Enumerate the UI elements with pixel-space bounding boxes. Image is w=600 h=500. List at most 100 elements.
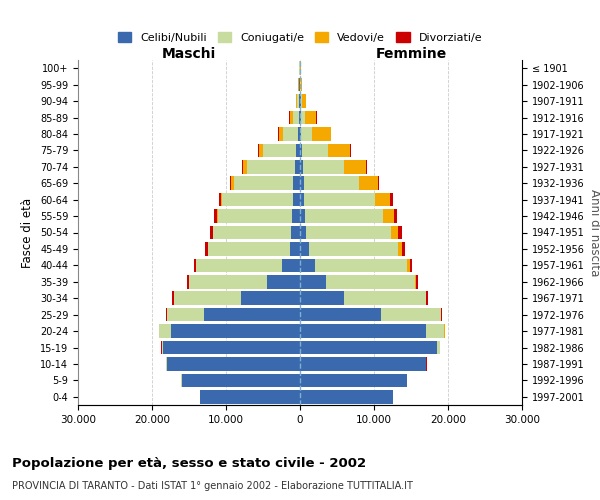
Bar (300, 390, 392, 404)
Legend: Celibi/Nubili, Coniugati/e, Vedovi/e, Divorziati/e: Celibi/Nubili, Coniugati/e, Vedovi/e, Di… (113, 28, 487, 48)
Bar (300, 144, 302, 157)
Bar (214, 210, 217, 223)
Bar (305, 111, 316, 124)
Bar (302, 94, 306, 108)
Bar (266, 275, 300, 288)
Bar (315, 258, 407, 272)
Bar (204, 308, 300, 322)
Bar (300, 111, 301, 124)
Bar (167, 308, 204, 322)
Bar (301, 78, 302, 92)
Bar (300, 324, 426, 338)
Bar (296, 144, 300, 157)
Bar (172, 292, 174, 305)
Bar (359, 176, 378, 190)
Bar (306, 226, 391, 239)
Bar (301, 111, 305, 124)
Bar (218, 193, 221, 206)
Text: Maschi: Maschi (162, 47, 216, 61)
Bar (304, 176, 359, 190)
Bar (300, 374, 407, 387)
Bar (295, 160, 300, 173)
Bar (208, 242, 290, 256)
Bar (243, 160, 247, 173)
Bar (217, 210, 218, 223)
Bar (214, 226, 291, 239)
Bar (221, 193, 223, 206)
Bar (302, 144, 328, 157)
Bar (328, 144, 350, 157)
Bar (170, 324, 300, 338)
Bar (300, 258, 315, 272)
Bar (389, 193, 392, 206)
Bar (241, 292, 300, 305)
Bar (223, 193, 293, 206)
Bar (161, 341, 163, 354)
Bar (398, 226, 402, 239)
Bar (300, 242, 309, 256)
Bar (415, 275, 416, 288)
Bar (187, 275, 189, 288)
Bar (378, 176, 379, 190)
Bar (234, 176, 293, 190)
Bar (299, 111, 300, 124)
Bar (291, 226, 300, 239)
Bar (301, 127, 312, 140)
Bar (416, 275, 418, 288)
Bar (189, 275, 266, 288)
Text: Popolazione per età, sesso e stato civile - 2002: Popolazione per età, sesso e stato civil… (12, 458, 366, 470)
Y-axis label: Anni di nascita: Anni di nascita (588, 189, 600, 276)
Bar (218, 210, 292, 223)
Bar (290, 242, 300, 256)
Text: Femmine: Femmine (376, 47, 446, 61)
Bar (230, 176, 231, 190)
Bar (305, 210, 383, 223)
Bar (290, 111, 293, 124)
Bar (402, 242, 406, 256)
Bar (375, 193, 389, 206)
Bar (205, 242, 208, 256)
Bar (382, 308, 440, 322)
Bar (247, 160, 295, 173)
Bar (344, 160, 366, 173)
Bar (312, 127, 331, 140)
Bar (426, 324, 444, 338)
Bar (304, 193, 375, 206)
Bar (167, 357, 300, 370)
Bar (410, 258, 412, 272)
Bar (300, 193, 304, 206)
Bar (231, 176, 234, 190)
Bar (366, 160, 367, 173)
Bar (427, 292, 428, 305)
Bar (292, 210, 300, 223)
Bar (301, 94, 302, 108)
Bar (163, 341, 300, 354)
Bar (300, 160, 303, 173)
Bar (293, 176, 300, 190)
Bar (300, 292, 344, 305)
Bar (344, 292, 426, 305)
Bar (398, 242, 402, 256)
Bar (166, 308, 167, 322)
Y-axis label: Fasce di età: Fasce di età (22, 198, 34, 268)
Bar (196, 258, 281, 272)
Bar (194, 258, 196, 272)
Bar (212, 226, 214, 239)
Bar (383, 210, 394, 223)
Bar (160, 324, 170, 338)
Bar (298, 127, 300, 140)
Bar (242, 160, 243, 173)
Bar (394, 210, 397, 223)
Bar (263, 144, 296, 157)
Bar (326, 275, 415, 288)
Bar (300, 308, 382, 322)
Text: PROVINCIA DI TARANTO - Dati ISTAT 1° gennaio 2002 - Elaborazione TUTTITALIA.IT: PROVINCIA DI TARANTO - Dati ISTAT 1° gen… (12, 481, 413, 491)
Bar (441, 308, 442, 322)
Bar (300, 357, 426, 370)
Bar (437, 341, 440, 354)
Bar (300, 127, 301, 140)
Bar (259, 144, 263, 157)
Bar (293, 111, 299, 124)
Bar (182, 374, 300, 387)
Bar (296, 94, 297, 108)
